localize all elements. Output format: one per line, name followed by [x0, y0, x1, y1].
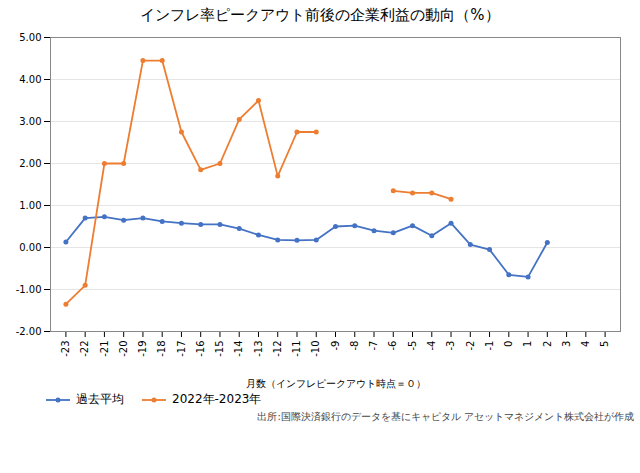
svg-text:-23: -23: [60, 341, 71, 357]
html-text:過去平均: 過去平均: [76, 392, 124, 406]
svg-text:-5: -5: [407, 341, 418, 351]
svg-text:-12: -12: [272, 341, 283, 357]
svg-text:5: 5: [599, 341, 610, 347]
svg-text:4.00: 4.00: [19, 74, 41, 85]
svg-text:-17: -17: [176, 341, 187, 357]
svg-text:0: 0: [503, 341, 514, 347]
svg-text:-8: -8: [349, 341, 360, 351]
html-text:インフレ率ピークアウト前後の企業利益の動向（%）: インフレ率ピークアウト前後の企業利益の動向（%）: [140, 6, 500, 24]
svg-text:-16: -16: [195, 341, 206, 357]
svg-text:-10: -10: [310, 341, 321, 357]
svg-text:-6: -6: [387, 341, 398, 351]
svg-text:3.00: 3.00: [19, 116, 41, 127]
html-text:2022年-2023年: 2022年-2023年: [172, 392, 262, 406]
svg-text:-3: -3: [445, 341, 456, 351]
svg-text:-20: -20: [118, 341, 129, 357]
svg-text:-13: -13: [253, 341, 264, 357]
svg-text:-9: -9: [330, 341, 341, 351]
svg-text:-19: -19: [137, 341, 148, 357]
svg-text:-18: -18: [156, 341, 167, 357]
svg-text:4: 4: [580, 341, 591, 347]
svg-text:2.00: 2.00: [19, 158, 41, 169]
svg-text:2: 2: [542, 341, 553, 347]
svg-text:-11: -11: [291, 341, 302, 357]
svg-text:-14: -14: [233, 341, 244, 357]
svg-text:1.00: 1.00: [19, 200, 41, 211]
svg-text:-22: -22: [79, 341, 90, 357]
html-text:出所:国際決済銀行のデータを基にキャピタル アセットマネジメ: 出所:国際決済銀行のデータを基にキャピタル アセットマネジメント株式会社が作成: [257, 411, 634, 422]
svg-text:-15: -15: [214, 341, 225, 357]
svg-text:月数（インフレピークアウト時点＝０）: 月数（インフレピークアウト時点＝０）: [246, 378, 426, 389]
svg-text:-7: -7: [368, 341, 379, 351]
svg-text:0.00: 0.00: [19, 242, 41, 253]
svg-text:-4: -4: [426, 341, 437, 351]
svg-text:-1: -1: [484, 341, 495, 351]
svg-text:3: 3: [561, 341, 572, 347]
svg-text:-21: -21: [99, 341, 110, 357]
svg-text:-1.00: -1.00: [16, 284, 42, 295]
svg-text:-2: -2: [464, 341, 475, 351]
svg-text:5.00: 5.00: [19, 32, 41, 43]
svg-text:-2.00: -2.00: [16, 326, 42, 337]
svg-text:1: 1: [522, 341, 533, 347]
